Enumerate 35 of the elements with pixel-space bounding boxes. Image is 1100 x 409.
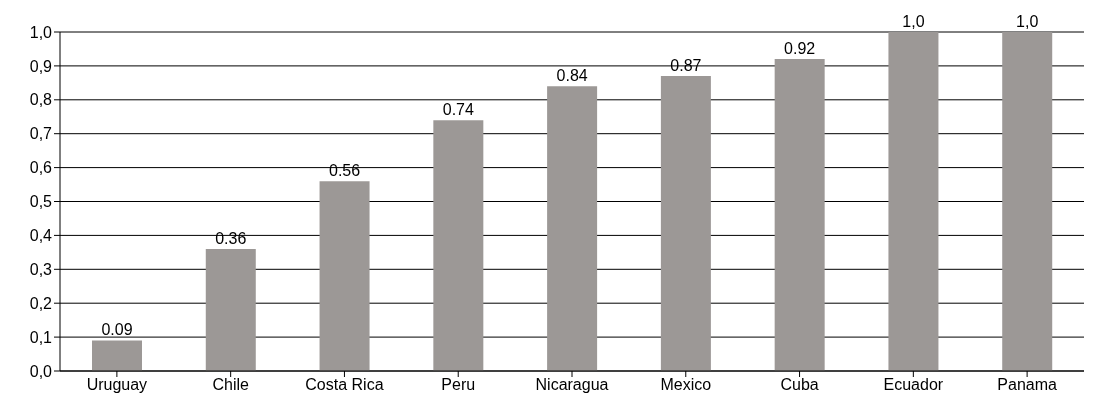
bar bbox=[319, 181, 370, 371]
y-tick-label: 0,0 bbox=[29, 362, 53, 380]
data-label: 1,0 bbox=[902, 13, 925, 30]
bar bbox=[774, 59, 825, 371]
data-label: 0.84 bbox=[556, 67, 588, 85]
x-tick-label: Cuba bbox=[780, 376, 819, 394]
x-tick-label: Peru bbox=[441, 376, 476, 394]
y-tick-label: 0,7 bbox=[29, 125, 53, 143]
y-tick-label: 0,4 bbox=[29, 227, 53, 245]
y-tick-label: 1,0 bbox=[29, 23, 53, 41]
y-tick-label: 0,2 bbox=[29, 294, 53, 312]
x-tick-label: Chile bbox=[212, 376, 249, 394]
bar bbox=[92, 340, 142, 371]
data-label: 1,0 bbox=[1016, 13, 1039, 30]
y-tick-label: 0,3 bbox=[29, 260, 53, 278]
x-tick-label: Nicaragua bbox=[535, 376, 609, 394]
x-tick-label: Panama bbox=[997, 376, 1058, 394]
bar bbox=[205, 248, 256, 371]
x-tick-label: Mexico bbox=[660, 376, 712, 394]
y-tick-label: 0,6 bbox=[29, 159, 53, 177]
bar bbox=[547, 86, 598, 371]
bar bbox=[1002, 32, 1053, 371]
y-tick-label: 0,8 bbox=[29, 91, 53, 109]
data-label: 0.74 bbox=[442, 101, 475, 119]
data-label: 0.09 bbox=[101, 321, 133, 339]
bar bbox=[433, 120, 484, 371]
x-tick-label: Uruguay bbox=[86, 376, 148, 394]
x-tick-label: Ecuador bbox=[883, 376, 944, 394]
y-tick-label: 0,5 bbox=[29, 193, 53, 211]
bar bbox=[660, 76, 711, 371]
y-tick-label: 0,9 bbox=[29, 57, 53, 75]
y-tick-label: 0,1 bbox=[29, 328, 53, 346]
data-label: 0.92 bbox=[784, 40, 816, 58]
bar bbox=[888, 32, 939, 371]
x-tick-label: Costa Rica bbox=[305, 376, 384, 394]
